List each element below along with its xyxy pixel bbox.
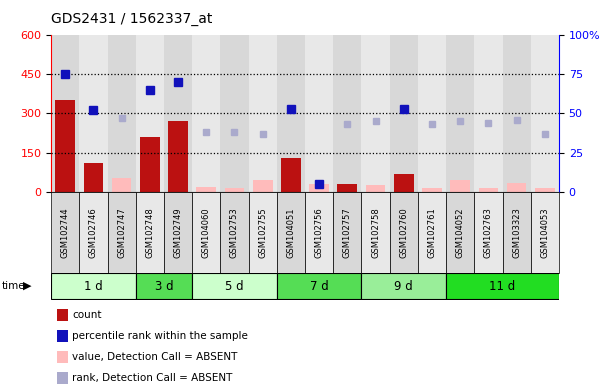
Text: GSM102756: GSM102756: [314, 207, 323, 258]
Bar: [333, 35, 361, 192]
Bar: [192, 35, 221, 192]
Text: 1 d: 1 d: [84, 280, 103, 293]
Bar: [310, 184, 329, 192]
Text: GDS2431 / 1562337_at: GDS2431 / 1562337_at: [51, 12, 213, 25]
Bar: [51, 192, 79, 273]
Text: GSM104051: GSM104051: [287, 207, 296, 258]
Bar: [446, 273, 559, 299]
Text: GSM104052: GSM104052: [456, 207, 465, 258]
Bar: [333, 192, 361, 273]
Bar: [446, 192, 474, 273]
Bar: [108, 35, 136, 192]
Bar: [365, 185, 385, 192]
Bar: [337, 184, 357, 192]
Text: 7 d: 7 d: [310, 280, 329, 293]
Bar: [281, 158, 300, 192]
Bar: [51, 35, 79, 192]
Bar: [140, 137, 160, 192]
Bar: [84, 163, 103, 192]
Bar: [478, 188, 498, 192]
Text: GSM102753: GSM102753: [230, 207, 239, 258]
Text: time: time: [2, 281, 25, 291]
Bar: [79, 192, 108, 273]
Bar: [305, 192, 333, 273]
Text: GSM102763: GSM102763: [484, 207, 493, 258]
Bar: [502, 192, 531, 273]
Bar: [108, 192, 136, 273]
Text: GSM103323: GSM103323: [512, 207, 521, 258]
Text: 5 d: 5 d: [225, 280, 244, 293]
Text: percentile rank within the sample: percentile rank within the sample: [72, 331, 248, 341]
Bar: [394, 174, 413, 192]
Bar: [164, 192, 192, 273]
Bar: [531, 192, 559, 273]
Bar: [422, 188, 442, 192]
Text: 11 d: 11 d: [489, 280, 516, 293]
Bar: [418, 35, 446, 192]
Text: GSM102747: GSM102747: [117, 207, 126, 258]
Bar: [389, 192, 418, 273]
Bar: [535, 188, 555, 192]
Bar: [136, 273, 192, 299]
Bar: [277, 192, 305, 273]
Bar: [221, 35, 249, 192]
Bar: [192, 273, 277, 299]
Text: GSM102749: GSM102749: [174, 207, 183, 258]
Bar: [55, 100, 75, 192]
Bar: [253, 180, 273, 192]
Text: value, Detection Call = ABSENT: value, Detection Call = ABSENT: [72, 352, 237, 362]
Text: rank, Detection Call = ABSENT: rank, Detection Call = ABSENT: [72, 373, 233, 383]
Bar: [361, 35, 389, 192]
Bar: [446, 35, 474, 192]
Bar: [450, 180, 470, 192]
Bar: [225, 188, 245, 192]
Bar: [168, 121, 188, 192]
Bar: [389, 35, 418, 192]
Bar: [474, 35, 502, 192]
Text: GSM102758: GSM102758: [371, 207, 380, 258]
Bar: [502, 35, 531, 192]
Text: GSM102757: GSM102757: [343, 207, 352, 258]
Text: GSM102760: GSM102760: [399, 207, 408, 258]
Bar: [531, 35, 559, 192]
Bar: [136, 35, 164, 192]
Bar: [361, 192, 389, 273]
Bar: [277, 273, 361, 299]
Text: GSM104053: GSM104053: [540, 207, 549, 258]
Bar: [112, 177, 132, 192]
Text: 9 d: 9 d: [394, 280, 413, 293]
Bar: [51, 273, 136, 299]
Text: GSM102744: GSM102744: [61, 207, 70, 258]
Bar: [192, 192, 221, 273]
Bar: [277, 35, 305, 192]
Bar: [361, 273, 446, 299]
Bar: [507, 183, 526, 192]
Bar: [164, 35, 192, 192]
Bar: [418, 192, 446, 273]
Bar: [249, 35, 277, 192]
Text: 3 d: 3 d: [154, 280, 173, 293]
Text: count: count: [72, 310, 102, 320]
Text: GSM102746: GSM102746: [89, 207, 98, 258]
Text: ▶: ▶: [23, 281, 31, 291]
Text: GSM104060: GSM104060: [202, 207, 211, 258]
Text: GSM102755: GSM102755: [258, 207, 267, 258]
Bar: [249, 192, 277, 273]
Bar: [136, 192, 164, 273]
Text: GSM102761: GSM102761: [427, 207, 436, 258]
Bar: [197, 187, 216, 192]
Bar: [221, 192, 249, 273]
Bar: [305, 35, 333, 192]
Bar: [79, 35, 108, 192]
Bar: [474, 192, 502, 273]
Text: GSM102748: GSM102748: [145, 207, 154, 258]
